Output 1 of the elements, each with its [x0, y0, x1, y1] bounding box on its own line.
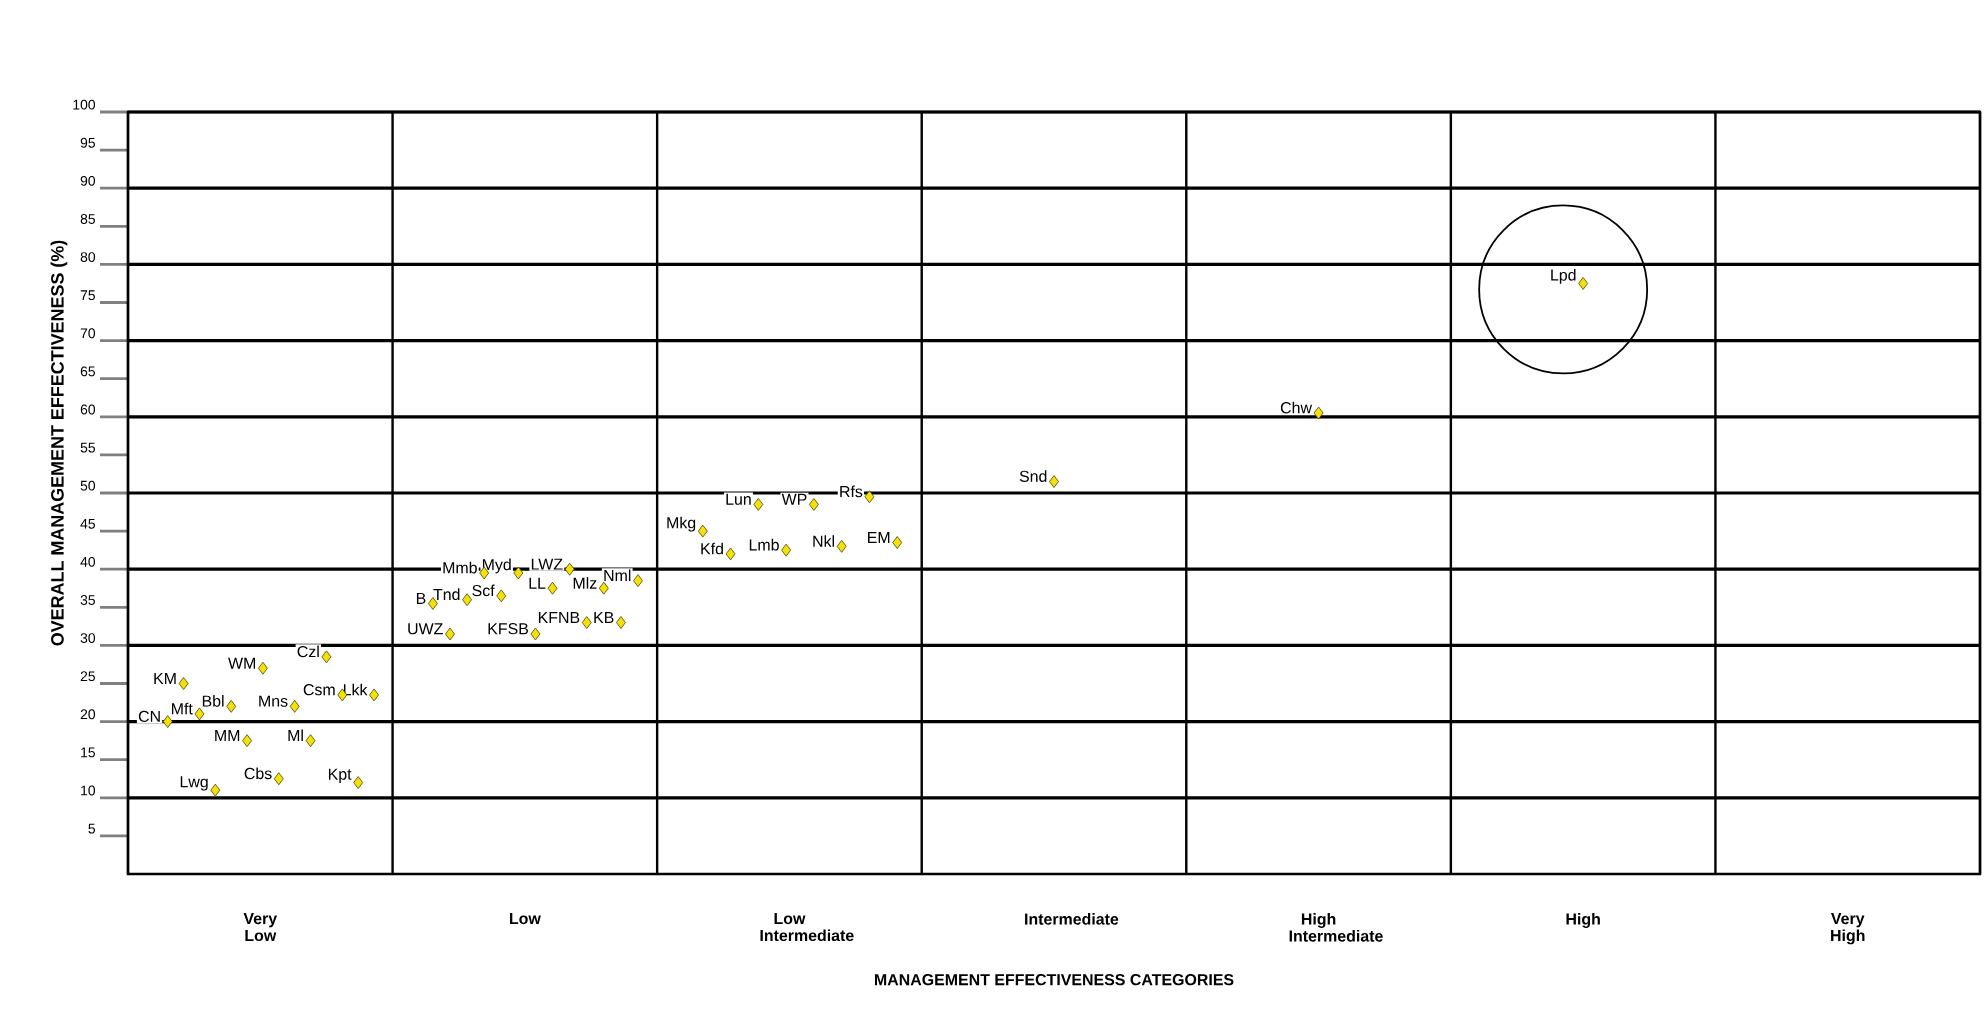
y-axis-title: OVERALL MANAGEMENT EFFECTIVENESS (%): [50, 240, 68, 646]
